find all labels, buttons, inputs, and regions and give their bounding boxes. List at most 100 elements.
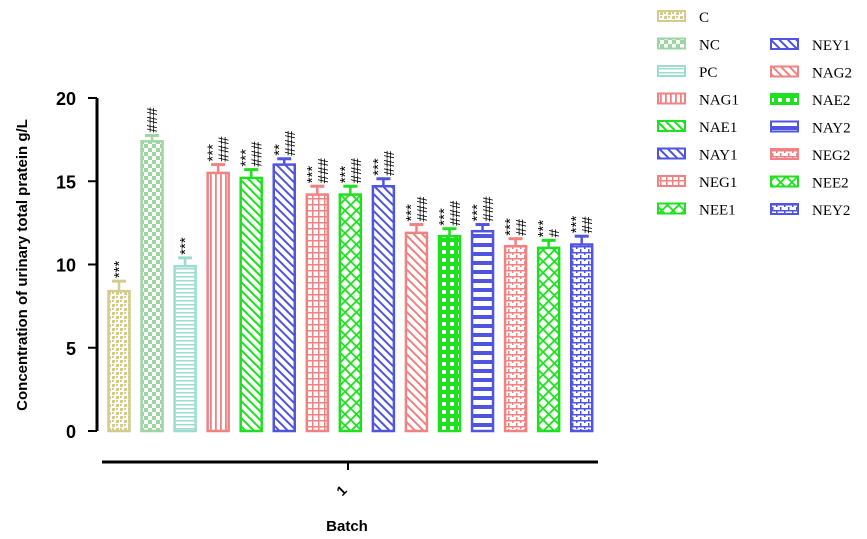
error-bar — [277, 157, 292, 165]
bar-nae2 — [437, 227, 462, 433]
significance-label: ***### — [436, 200, 464, 226]
legend-label: C — [699, 10, 709, 26]
error-bar — [574, 234, 589, 245]
bar — [569, 243, 594, 433]
error-bar — [376, 177, 391, 187]
legend-label: NAY1 — [699, 148, 738, 164]
legend-item-nay1: NAY1 — [657, 147, 738, 164]
svg-text:##: ## — [579, 216, 596, 233]
legend-item-pc: PC — [657, 65, 717, 81]
legend-swatch — [657, 92, 686, 105]
significance-label: ***### — [238, 141, 266, 167]
legend: C NC PC NAG1 NAE1 NAY1 NEG1 NEE1 NEY1 NAG2 NAE2 NAY… — [657, 10, 852, 219]
significance-label: **### — [271, 130, 299, 156]
legend-swatch — [657, 202, 686, 215]
svg-text:#: # — [546, 228, 563, 237]
legend-label: NEE1 — [699, 203, 736, 219]
svg-text:###: ### — [348, 158, 365, 184]
bar — [437, 234, 462, 433]
bar — [470, 229, 495, 433]
significance-label: *** — [177, 237, 194, 255]
svg-text:**: ** — [271, 144, 288, 156]
svg-text:***: *** — [403, 204, 420, 222]
bar — [206, 171, 230, 433]
legend-label: NAY2 — [812, 121, 851, 137]
significance-label: ***### — [337, 158, 365, 184]
legend-label: NAE1 — [699, 120, 737, 136]
bar-nay1 — [272, 157, 296, 433]
legend-swatch — [770, 38, 799, 50]
bar — [338, 193, 363, 433]
legend-item-nag1: NAG1 — [657, 92, 739, 109]
legend-item-nc: NC — [657, 37, 720, 54]
legend-swatch — [657, 120, 686, 132]
bar — [272, 163, 296, 433]
error-bar — [178, 256, 193, 267]
bar-nag2 — [404, 223, 429, 433]
bar — [404, 231, 429, 433]
bars-group — [107, 133, 594, 433]
legend-swatch — [657, 37, 686, 50]
svg-text:***: *** — [304, 166, 321, 184]
svg-text:###: ### — [414, 196, 431, 222]
svg-text:***: *** — [238, 149, 255, 167]
significance-label: *** — [111, 260, 128, 278]
legend-label: NEG2 — [812, 148, 850, 164]
legend-swatch — [770, 120, 799, 133]
svg-text:###: ### — [249, 141, 266, 167]
significance-label: ***## — [568, 216, 596, 234]
significance-label: ***## — [502, 218, 530, 236]
legend-label: NAG2 — [812, 66, 852, 82]
legend-item-neg2: NEG2 — [770, 148, 850, 164]
svg-text:###: ### — [447, 200, 464, 226]
legend-label: NEE2 — [812, 176, 849, 192]
x-tick-label: 1 — [333, 482, 350, 499]
bar-neg1 — [305, 184, 330, 433]
error-bar — [310, 184, 325, 195]
error-bar — [475, 223, 490, 232]
legend-label: NAG1 — [699, 93, 739, 109]
svg-text:***: *** — [535, 220, 552, 238]
legend-item-nag2: NAG2 — [770, 65, 852, 82]
legend-label: NAE2 — [812, 93, 850, 109]
svg-text:###: ### — [480, 196, 497, 222]
bar — [536, 246, 561, 433]
significance-label: ***### — [205, 136, 233, 162]
legend-item-nae2: NAE2 — [770, 93, 850, 109]
bar-nag1 — [206, 163, 230, 433]
svg-text:###: ### — [381, 150, 398, 176]
significance-label: ***### — [403, 196, 431, 222]
error-bar — [112, 279, 126, 292]
bar-neg2 — [503, 237, 528, 433]
y-tick-label: 0 — [66, 422, 76, 442]
significance-label: ***### — [370, 150, 398, 176]
error-bar — [409, 223, 424, 233]
significance-label: ***### — [304, 158, 332, 184]
y-axis-ticks: 0 5 10 15 20 — [56, 89, 97, 442]
svg-text:###: ### — [282, 130, 299, 156]
bar-ney2 — [569, 234, 594, 433]
legend-swatch — [770, 175, 799, 188]
svg-text:###: ### — [144, 107, 161, 133]
legend-swatch — [657, 65, 686, 77]
significance-label: ***### — [469, 196, 497, 222]
bar — [371, 184, 396, 433]
y-tick-label: 15 — [56, 172, 76, 192]
bar — [140, 140, 164, 433]
legend-swatch — [657, 10, 686, 22]
x-axis-label: Batch — [326, 518, 368, 535]
y-tick-label: 20 — [56, 89, 76, 109]
legend-label: PC — [699, 65, 717, 81]
bar-nay2 — [470, 223, 495, 433]
error-bar — [508, 237, 523, 247]
legend-item-nae1: NAE1 — [657, 120, 737, 136]
bar — [305, 193, 330, 433]
legend-swatch — [770, 65, 799, 78]
error-bar — [145, 133, 160, 142]
significance-label: ### — [144, 107, 161, 133]
legend-swatch — [657, 175, 686, 187]
bar — [173, 264, 197, 433]
svg-text:***: *** — [205, 144, 222, 162]
legend-item-ney1: NEY1 — [770, 38, 850, 54]
error-bar — [343, 184, 358, 195]
